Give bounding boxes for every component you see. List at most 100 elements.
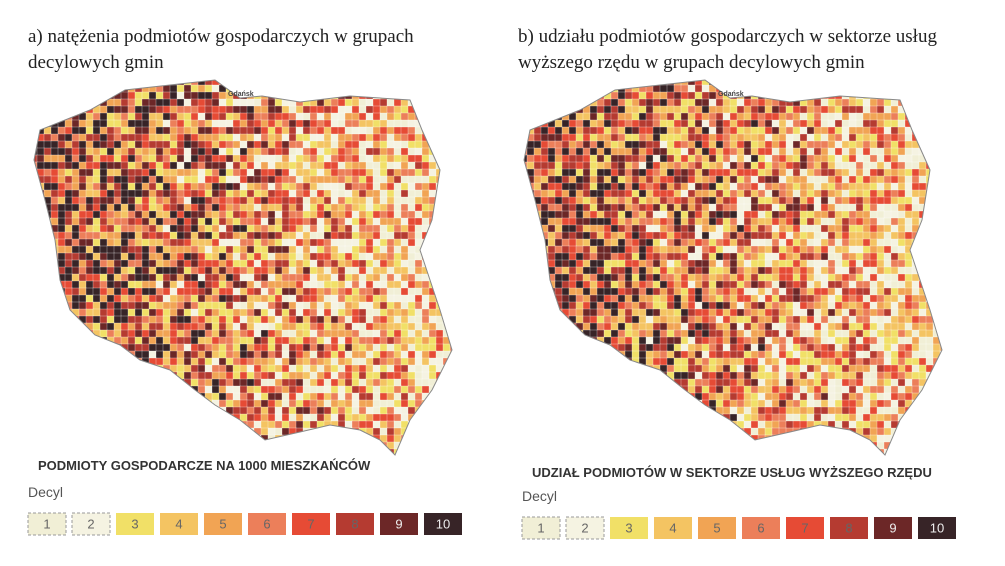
municipality (428, 175, 437, 184)
municipality (757, 168, 766, 177)
municipality (57, 203, 66, 212)
municipality (169, 175, 178, 184)
municipality (274, 133, 283, 142)
municipality (64, 357, 73, 366)
municipality (638, 252, 647, 261)
municipality (379, 315, 388, 324)
municipality (568, 182, 577, 191)
municipality (148, 133, 157, 142)
municipality (533, 252, 542, 261)
municipality (386, 84, 395, 93)
municipality (771, 133, 780, 142)
municipality (190, 406, 199, 415)
municipality (50, 315, 59, 324)
municipality (43, 80, 52, 86)
municipality (78, 147, 87, 156)
municipality (302, 175, 311, 184)
municipality (127, 147, 136, 156)
municipality (701, 238, 710, 247)
municipality (190, 287, 199, 296)
municipality (34, 364, 38, 373)
municipality (344, 80, 353, 86)
municipality (211, 189, 220, 198)
municipality (113, 112, 122, 121)
municipality (617, 238, 626, 247)
municipality (71, 399, 80, 408)
municipality (638, 217, 647, 226)
municipality (211, 294, 220, 303)
municipality (169, 301, 178, 310)
municipality (323, 385, 332, 394)
municipality (379, 231, 388, 240)
municipality (288, 420, 297, 429)
municipality (834, 203, 843, 212)
municipality (680, 140, 689, 149)
municipality (666, 147, 675, 156)
municipality (820, 238, 829, 247)
municipality (253, 133, 262, 142)
municipality (358, 98, 367, 107)
municipality (323, 406, 332, 415)
municipality (813, 84, 822, 93)
municipality (176, 280, 185, 289)
municipality (92, 80, 101, 86)
municipality (197, 238, 206, 247)
municipality (855, 196, 864, 205)
municipality (232, 336, 241, 345)
municipality (92, 175, 101, 184)
municipality (85, 434, 94, 443)
municipality (309, 154, 318, 163)
municipality (281, 84, 290, 93)
municipality (148, 364, 157, 373)
municipality (106, 357, 115, 366)
municipality (351, 406, 360, 415)
municipality (736, 161, 745, 170)
municipality (820, 126, 829, 135)
municipality (575, 245, 584, 254)
municipality (155, 392, 164, 401)
municipality (540, 126, 549, 135)
municipality (400, 329, 409, 338)
municipality (904, 203, 913, 212)
municipality (267, 154, 276, 163)
municipality (372, 357, 381, 366)
municipality (694, 154, 703, 163)
municipality (792, 126, 801, 135)
municipality (162, 322, 171, 331)
municipality (141, 161, 150, 170)
municipality (414, 294, 423, 303)
municipality (246, 189, 255, 198)
municipality (393, 168, 402, 177)
municipality (932, 105, 941, 114)
municipality (57, 91, 66, 100)
municipality (190, 364, 199, 373)
municipality (778, 154, 787, 163)
legend-item-label: 5 (219, 516, 226, 531)
municipality (211, 175, 220, 184)
municipality (764, 161, 773, 170)
municipality (316, 238, 325, 247)
municipality (239, 287, 248, 296)
municipality (554, 154, 563, 163)
municipality (400, 364, 409, 373)
municipality (106, 371, 115, 380)
municipality (197, 175, 206, 184)
municipality (792, 182, 801, 191)
municipality (78, 91, 87, 100)
municipality (386, 273, 395, 282)
municipality (351, 385, 360, 394)
municipality (841, 147, 850, 156)
municipality (526, 231, 535, 240)
municipality (582, 91, 591, 100)
municipality (148, 203, 157, 212)
municipality (687, 105, 696, 114)
municipality (365, 182, 374, 191)
municipality (764, 224, 773, 233)
municipality (64, 147, 73, 156)
municipality (617, 168, 626, 177)
municipality (134, 420, 143, 429)
municipality (680, 210, 689, 219)
municipality (64, 350, 73, 359)
municipality (246, 385, 255, 394)
municipality (71, 413, 80, 422)
